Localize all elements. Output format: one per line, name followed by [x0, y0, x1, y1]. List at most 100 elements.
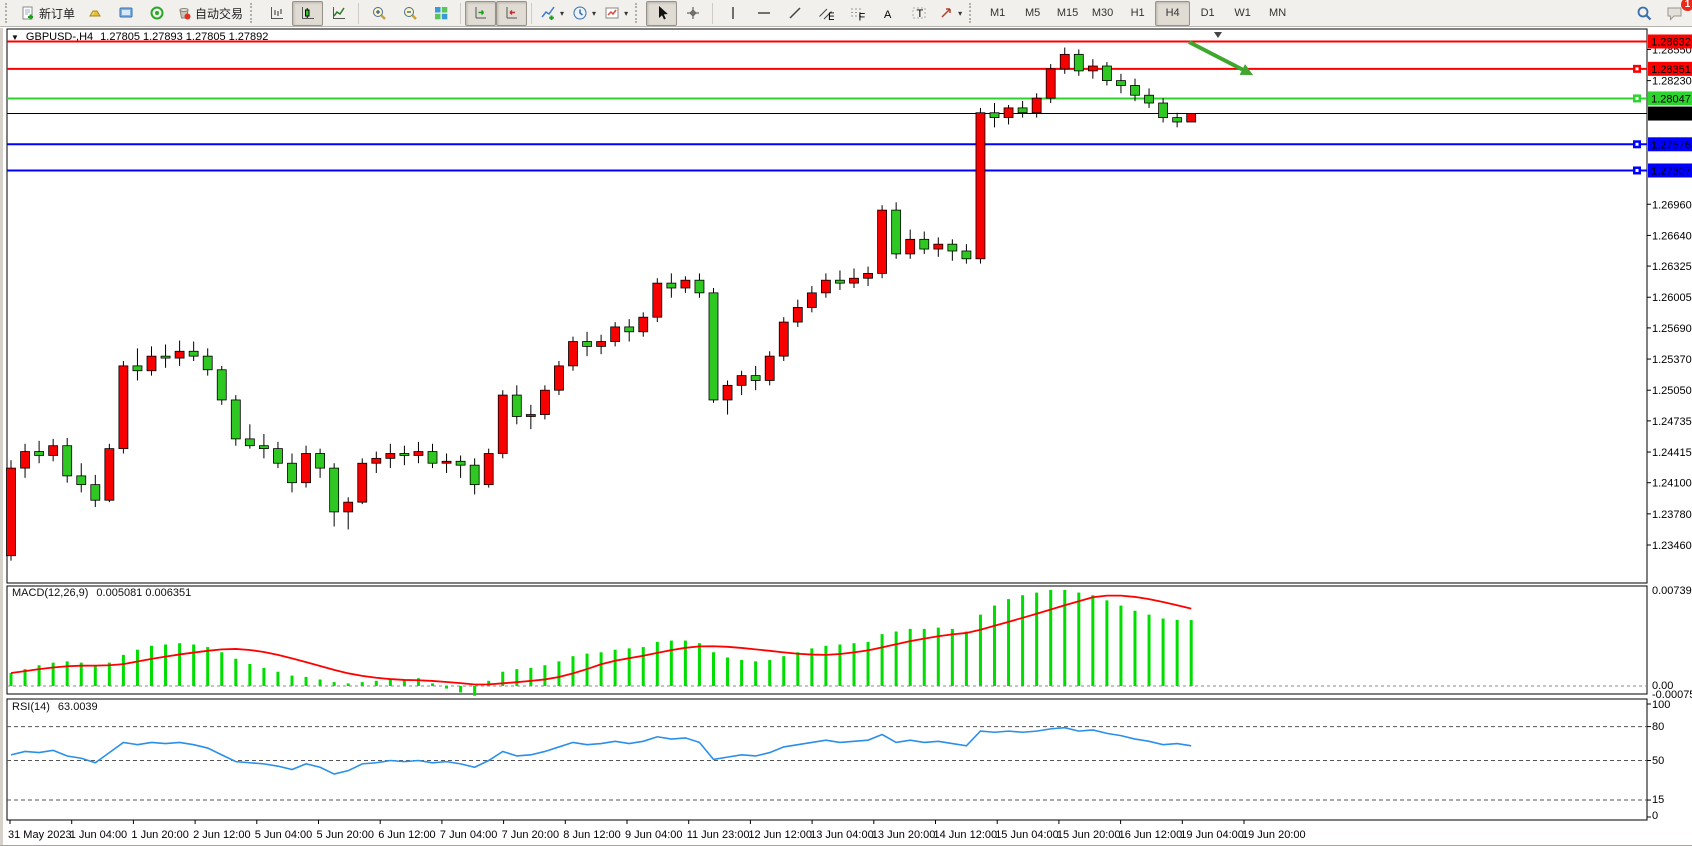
candle-body [1073, 53, 1084, 72]
arrow-annotation-head[interactable] [1239, 64, 1253, 75]
gold-button[interactable] [79, 1, 110, 26]
template-icon [604, 5, 620, 21]
rsi-pane[interactable] [6, 698, 1648, 821]
dropdown-arrow-icon[interactable]: ▾ [958, 8, 963, 18]
zoom-in-button[interactable] [363, 1, 394, 26]
timeframe-h4-button[interactable]: H4 [1155, 0, 1191, 26]
toolbar-separator [460, 2, 462, 24]
chart-canvas[interactable]: 1.285501.282301.269601.266401.263251.260… [3, 28, 1692, 845]
macd-bar [908, 628, 912, 686]
candle-body [287, 462, 297, 484]
candle-body [258, 445, 269, 450]
chat-icon [1666, 5, 1684, 21]
indicators-button[interactable]: ▾ [536, 1, 568, 26]
candlestick-chart-button[interactable] [292, 0, 324, 26]
templates-button[interactable]: ▾ [600, 1, 632, 26]
line-chart-button[interactable] [323, 1, 354, 26]
macd-bar [922, 628, 926, 686]
macd-bar [571, 656, 575, 686]
vertical-line-button[interactable] [717, 1, 748, 26]
market-watch-button[interactable] [110, 1, 141, 26]
trendline-button[interactable] [779, 1, 810, 26]
arrow-annotation[interactable] [1188, 40, 1244, 72]
auto-scroll-button[interactable] [465, 0, 497, 26]
new-order-button[interactable]: 新订单 [16, 1, 79, 26]
candle-body [1045, 68, 1056, 99]
crosshair-button[interactable] [677, 1, 708, 26]
chart-shift-marker-icon[interactable] [1214, 32, 1222, 38]
macd-axis-max: 0.00739 [1652, 585, 1692, 597]
macd-bar [824, 645, 828, 686]
macd-axis-min: -0.000751 [1652, 689, 1692, 701]
candle-body [680, 279, 691, 289]
macd-bar [515, 669, 519, 686]
macd-bar [431, 683, 434, 686]
timeframe-m30-button[interactable]: M30 [1091, 7, 1114, 19]
text-button[interactable]: A [872, 1, 903, 26]
zoomin-icon [371, 5, 387, 21]
hline-handle-center [1635, 67, 1639, 71]
macd-bar [164, 644, 168, 686]
arrows-button[interactable]: ▾ [934, 1, 966, 26]
search-button[interactable] [1628, 1, 1659, 26]
fibonacci-button[interactable]: F [841, 1, 872, 26]
chat-button[interactable]: 1 [1659, 0, 1692, 26]
dropdown-arrow-icon[interactable]: ▾ [624, 8, 629, 18]
periods-button[interactable]: ▾ [568, 1, 600, 26]
macd-signal-line [10, 594, 1192, 686]
timeframe-m5-button[interactable]: M5 [1024, 7, 1041, 19]
time-axis-label: 19 Jun 20:00 [1242, 829, 1306, 841]
rsi-tick-label: 80 [1652, 721, 1664, 733]
zoom-out-button[interactable] [394, 1, 425, 26]
one-click-trading-toggle-icon[interactable]: ▼ [11, 32, 19, 42]
macd-bar [107, 662, 111, 686]
price-tick-label: 1.25370 [1652, 354, 1692, 366]
main-chart-pane[interactable] [6, 28, 1648, 584]
dropdown-arrow-icon[interactable]: ▾ [560, 8, 565, 18]
macd-indicator-label: MACD(12,26,9) 0.005081 0.006351 [12, 587, 191, 599]
dropdown-arrow-icon[interactable]: ▾ [592, 8, 597, 18]
bucket-icon [176, 5, 192, 21]
text-label-button[interactable]: T [903, 1, 934, 26]
candle-body [483, 453, 494, 486]
candle-body [188, 350, 199, 357]
timeframe-m1-button[interactable]: M1 [989, 7, 1006, 19]
timeframe-w1-button[interactable]: W1 [1234, 7, 1251, 19]
bar-chart-button[interactable] [261, 1, 292, 26]
equidistant-channel-button[interactable]: E [810, 1, 841, 26]
candle-body [160, 355, 171, 359]
candle-body [1003, 107, 1014, 119]
timeframe-mn-button[interactable]: MN [1269, 7, 1287, 19]
timeframe-d1-button[interactable]: D1 [1200, 7, 1215, 19]
macd-bar [360, 682, 364, 686]
cursor-button[interactable] [646, 0, 678, 26]
macd-bar [332, 682, 336, 686]
macd-bar [810, 648, 814, 686]
toolbar-grip [635, 3, 641, 23]
macd-bar [1147, 614, 1151, 686]
timeframe-m15-button[interactable]: M15 [1056, 7, 1079, 19]
crosshair-icon [685, 5, 701, 21]
macd-values: 0.005081 0.006351 [96, 587, 192, 599]
horizontal-line-button[interactable] [748, 1, 779, 26]
candle-body [146, 355, 157, 372]
auto-trading-button[interactable]: 自动交易 [172, 1, 247, 26]
time-axis-label: 1 Jun 20:00 [131, 829, 189, 841]
time-axis-label: 7 Jun 04:00 [440, 829, 498, 841]
macd-bar [1119, 605, 1123, 686]
macd-bar [529, 667, 533, 686]
candle-body [525, 414, 536, 417]
macd-bar [1007, 599, 1011, 686]
price-tick-label: 1.26640 [1652, 230, 1692, 242]
timeframe-h1-button[interactable]: H1 [1130, 7, 1145, 19]
macd-bar [65, 661, 69, 686]
candle-body [76, 475, 87, 486]
price-tick-label: 1.26325 [1652, 261, 1692, 273]
macd-bar [234, 658, 238, 686]
chart-shift-button[interactable] [496, 0, 528, 26]
time-axis-label: 9 Jun 04:00 [625, 829, 683, 841]
tile-windows-button[interactable] [425, 1, 456, 26]
price-tick-label: 1.28230 [1652, 76, 1692, 88]
signals-button[interactable] [141, 1, 172, 26]
